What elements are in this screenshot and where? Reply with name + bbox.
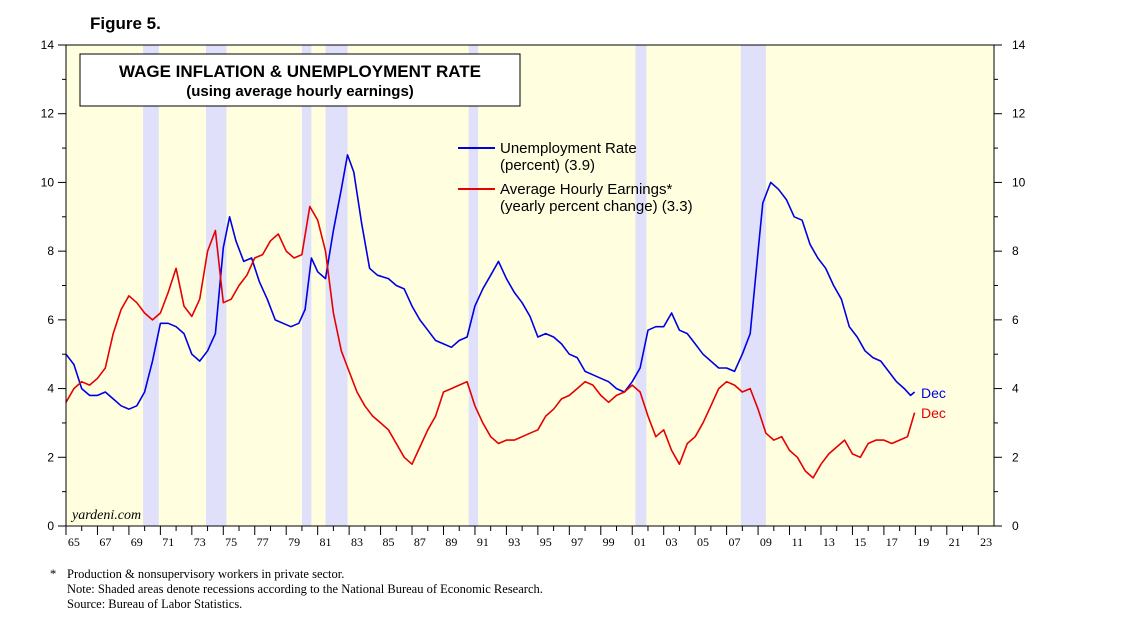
axes: 0 0 2 2 4 4 6 6 8 8 10 10 12 12 14 14 65 67 69 71 73 75 77 79 81… xyxy=(41,38,1026,549)
y-tick-label-left: 2 xyxy=(47,450,54,464)
x-tick-label: 73 xyxy=(194,535,206,549)
y-tick-label-right: 4 xyxy=(1012,382,1019,396)
title-box-frame xyxy=(79,53,521,107)
figure-label: Figure 5. xyxy=(90,14,161,33)
x-tick-label: 67 xyxy=(99,535,111,549)
x-tick-label: 11 xyxy=(792,535,804,549)
x-tick-label: 21 xyxy=(949,535,961,549)
recession-band xyxy=(205,45,227,526)
footnote-source: Source: Bureau of Labor Statistics. xyxy=(67,597,243,611)
x-tick-label: 15 xyxy=(854,535,866,549)
x-tick-label: 87 xyxy=(414,535,426,549)
x-tick-label: 75 xyxy=(225,535,237,549)
x-tick-label: 91 xyxy=(477,535,489,549)
title-box: WAGE INFLATION & UNEMPLOYMENT RATE (usin… xyxy=(79,53,521,107)
x-tick-label: 05 xyxy=(697,535,709,549)
recession-band xyxy=(143,45,159,526)
legend-sublabel-earnings: (yearly percent change) (3.3) xyxy=(500,198,693,215)
y-tick-label-left: 12 xyxy=(41,107,55,121)
x-tick-label: 03 xyxy=(666,535,678,549)
x-tick-label: 97 xyxy=(571,535,583,549)
x-tick-label: 71 xyxy=(162,535,174,549)
footnotes: * Production & nonsupervisory workers in … xyxy=(50,567,543,612)
recession-bands xyxy=(143,45,766,526)
legend-sublabel-unemployment: (percent) (3.9) xyxy=(500,157,595,174)
x-tick-label: 65 xyxy=(68,535,80,549)
recession-band xyxy=(301,45,312,526)
y-tick-label-right: 10 xyxy=(1012,175,1026,189)
y-tick-label-right: 0 xyxy=(1012,519,1019,533)
x-tick-label: 09 xyxy=(760,535,772,549)
x-tick-label: 69 xyxy=(131,535,143,549)
x-tick-label: 01 xyxy=(634,535,646,549)
x-tick-label: 13 xyxy=(823,535,835,549)
y-tick-label-left: 10 xyxy=(41,175,55,189)
y-tick-label-right: 12 xyxy=(1012,107,1026,121)
x-tick-label: 07 xyxy=(728,535,740,549)
y-tick-label-left: 14 xyxy=(41,38,55,52)
y-tick-label-right: 14 xyxy=(1012,38,1026,52)
end-label-earnings: Dec xyxy=(921,405,946,421)
y-tick-label-left: 0 xyxy=(47,519,54,533)
chart-subtitle: (using average hourly earnings) xyxy=(186,83,414,100)
footnote-workers: Production & nonsupervisory workers in p… xyxy=(67,567,345,581)
chart-title: WAGE INFLATION & UNEMPLOYMENT RATE xyxy=(119,62,481,81)
x-tick-label: 95 xyxy=(540,535,552,549)
x-tick-label: 89 xyxy=(445,535,457,549)
x-tick-label: 19 xyxy=(917,535,929,549)
x-tick-label: 17 xyxy=(886,535,898,549)
plot-background xyxy=(66,45,994,526)
legend: Unemployment Rate (percent) (3.9) Averag… xyxy=(458,140,693,215)
legend-label-earnings: Average Hourly Earnings* xyxy=(500,181,672,198)
footnote-asterisk: * xyxy=(50,567,57,581)
chart: 0 0 2 2 4 4 6 6 8 8 10 10 12 12 14 14 65 67 69 71 73 75 77 79 81… xyxy=(41,38,1026,549)
x-tick-label: 77 xyxy=(257,535,269,549)
recession-band xyxy=(325,45,348,526)
x-tick-label: 79 xyxy=(288,535,300,549)
y-tick-label-right: 2 xyxy=(1012,450,1019,464)
footnote-asterisk-row: * Production & nonsupervisory workers in … xyxy=(50,567,543,582)
recession-band xyxy=(740,45,766,526)
legend-label-unemployment: Unemployment Rate xyxy=(500,140,637,157)
x-tick-label: 81 xyxy=(320,535,332,549)
y-tick-label-left: 6 xyxy=(47,313,54,327)
end-label-unemployment: Dec xyxy=(921,385,946,401)
x-tick-label: 85 xyxy=(382,535,394,549)
footnote-note: Note: Shaded areas denote recessions acc… xyxy=(67,582,543,596)
x-tick-label: 83 xyxy=(351,535,363,549)
watermark: yardeni.com xyxy=(70,508,141,523)
recession-band xyxy=(635,45,647,526)
x-tick-label: 23 xyxy=(980,535,992,549)
x-tick-label: 99 xyxy=(603,535,615,549)
recession-band xyxy=(468,45,479,526)
series-lines xyxy=(65,154,916,479)
series-line-earnings xyxy=(65,205,916,479)
series-line-unemployment xyxy=(65,154,916,411)
y-tick-label-right: 6 xyxy=(1012,313,1019,327)
x-tick-label: 93 xyxy=(508,535,520,549)
y-tick-label-left: 8 xyxy=(47,244,54,258)
y-tick-label-right: 8 xyxy=(1012,244,1019,258)
y-tick-label-left: 4 xyxy=(47,382,54,396)
